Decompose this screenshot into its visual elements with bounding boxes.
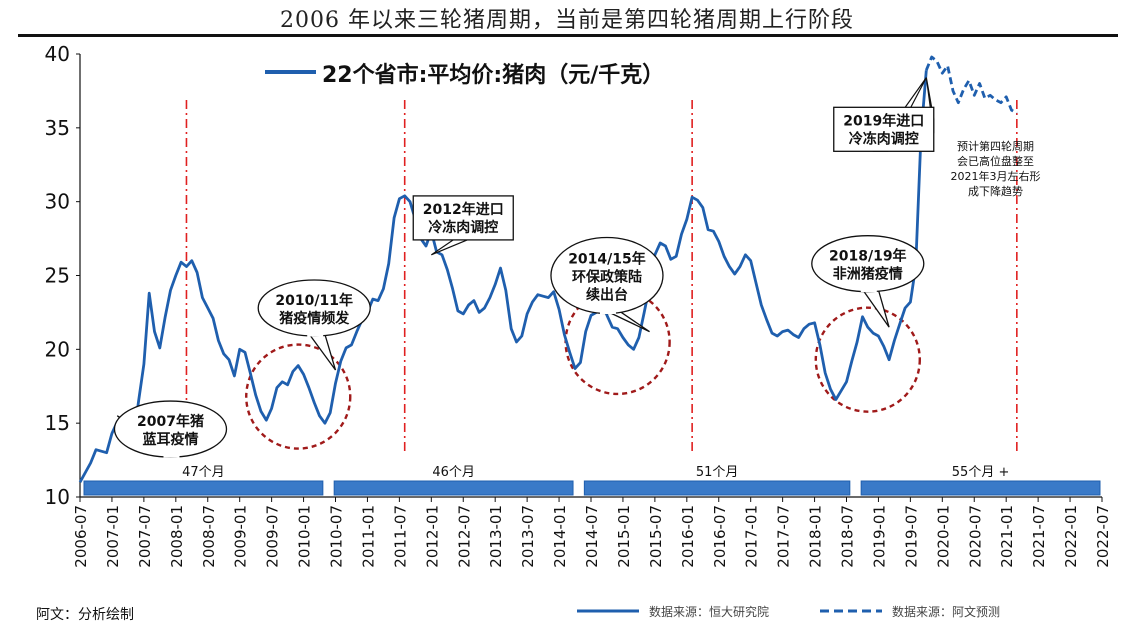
forecast-note: 预计第四轮周期 [957, 139, 1034, 153]
x-tick-label: 2012-07 [455, 505, 473, 568]
y-tick-label: 40 [45, 42, 70, 66]
x-tick-label: 2011-07 [391, 505, 409, 568]
cycle-label: 47个月 [182, 465, 225, 480]
cycle-label: 51个月 [696, 465, 739, 480]
highlight-circle [814, 306, 921, 413]
x-tick-label: 2018-07 [839, 505, 857, 568]
x-tick-label: 2020-01 [934, 505, 952, 568]
callout-box-text: 冷冻肉调控 [849, 130, 919, 147]
x-tick-label: 2021-01 [998, 505, 1016, 568]
x-tick-label: 2019-01 [870, 505, 888, 568]
x-tick-label: 2009-01 [232, 505, 250, 568]
x-tick-label: 2022-01 [1062, 505, 1080, 568]
x-tick-label: 2019-07 [902, 505, 920, 568]
x-tick-label: 2007-01 [104, 505, 122, 568]
callout-box-text: 冷冻肉调控 [428, 219, 498, 236]
callout-text: 续出台 [586, 287, 628, 304]
callout-box-text: 2012年进口 [423, 201, 504, 218]
x-tick-label: 2008-07 [200, 505, 218, 568]
x-tick-label: 2010-07 [328, 505, 346, 568]
x-tick-label: 2022-07 [1094, 505, 1112, 568]
callout-text: 2007年猪 [137, 413, 204, 430]
chart-title: 22个省市:平均价:猪肉（元/千克） [322, 62, 664, 88]
y-tick-label: 20 [45, 337, 70, 361]
callout-box-text: 2019年进口 [843, 112, 924, 129]
callout-text: 蓝耳疫情 [142, 431, 198, 448]
forecast-note: 成下降趋势 [968, 184, 1023, 198]
legend-label: 数据来源：阿文预测 [892, 604, 1000, 619]
x-tick-label: 2016-01 [679, 505, 697, 568]
x-tick-label: 2014-07 [583, 505, 601, 568]
callout-text: 2014/15年 [568, 251, 646, 268]
x-tick-label: 2011-01 [359, 505, 377, 568]
x-tick-label: 2006-07 [72, 505, 90, 568]
y-tick-label: 25 [45, 264, 70, 288]
x-tick-label: 2017-01 [743, 505, 761, 568]
x-tick-label: 2020-07 [966, 505, 984, 568]
y-tick-label: 30 [45, 190, 70, 214]
x-tick-label: 2017-07 [775, 505, 793, 568]
highlight-circle [245, 343, 352, 450]
x-tick-label: 2015-07 [647, 505, 665, 568]
x-tick-label: 2012-01 [423, 505, 441, 568]
forecast-note: 会已高位盘整至 [957, 154, 1034, 168]
forecast-line [925, 55, 1018, 115]
cycle-label: 46个月 [432, 465, 475, 480]
x-tick-label: 2018-01 [807, 505, 825, 568]
x-tick-label: 2009-07 [264, 505, 282, 568]
callout-text: 猪疫情频发 [278, 310, 350, 327]
y-tick-label: 35 [45, 116, 70, 140]
price-line [78, 70, 928, 483]
cycle-label: 55个月 + [952, 465, 1010, 480]
callout-text: 2010/11年 [275, 292, 353, 309]
callout-box [833, 106, 935, 152]
y-tick-label: 10 [45, 485, 70, 509]
x-tick-label: 2015-01 [615, 505, 633, 568]
callout-text: 环保政策陆 [572, 269, 642, 286]
cycle-bar-1 [83, 480, 324, 496]
legend-label: 数据来源：恒大研究院 [649, 604, 769, 619]
cycle-bar-2 [333, 480, 574, 496]
cycle-bar-4 [860, 480, 1101, 496]
x-tick-label: 2021-07 [1030, 505, 1048, 568]
x-tick-label: 2014-01 [551, 505, 569, 568]
x-tick-label: 2013-01 [487, 505, 505, 568]
y-tick-label: 15 [45, 411, 70, 435]
callout-text: 非洲猪疫情 [833, 266, 903, 283]
x-tick-label: 2007-07 [136, 505, 154, 568]
callout-text: 2018/19年 [829, 248, 907, 265]
x-tick-label: 2016-07 [711, 505, 729, 568]
title-rule [18, 34, 1118, 37]
author-note: 阿文：分析绘制 [36, 607, 134, 623]
forecast-note: 2021年3月左右形 [951, 169, 1041, 183]
x-tick-label: 2010-01 [296, 505, 314, 568]
callout-box [412, 195, 514, 241]
x-tick-label: 2013-07 [519, 505, 537, 568]
cycle-bar-3 [583, 480, 851, 496]
x-tick-label: 2008-01 [168, 505, 186, 568]
page-title: 2006 年以来三轮猪周期，当前是第四轮猪周期上行阶段 [280, 8, 854, 33]
